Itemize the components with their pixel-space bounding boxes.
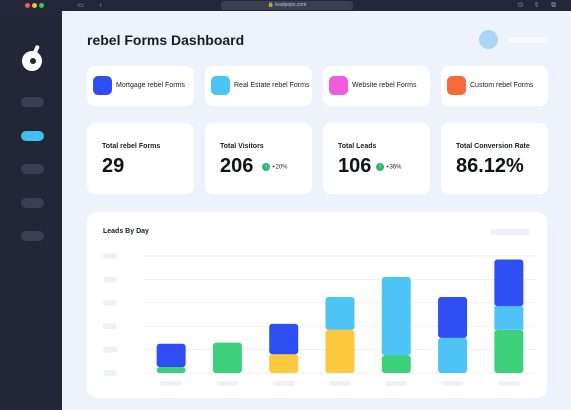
avatar[interactable] [479, 30, 498, 49]
bar-segment-day7-series4[interactable] [494, 259, 524, 307]
download-icon[interactable]: ⊙ [517, 2, 524, 9]
sidebar-item-4[interactable] [21, 198, 44, 208]
chart-plot [103, 253, 537, 386]
bar-segment-day5-series3[interactable] [381, 277, 411, 356]
chart-title: Leads By Day [103, 228, 149, 235]
arrow-up-icon: ↑ [262, 163, 270, 171]
form-type-label: Custom rebel Forms [470, 82, 534, 89]
stat-value: 86.12% [456, 155, 524, 177]
x-tick-label-7 [497, 381, 520, 386]
bar-segment-day7-series3[interactable] [494, 306, 524, 330]
address-bar[interactable]: 🔒 leadpops.com [221, 1, 353, 10]
delta-badge: ↑ +20% [262, 163, 288, 171]
address-text: leadpops.com [275, 2, 307, 8]
bar-segment-day4-series2[interactable] [325, 329, 355, 373]
x-tick-label-5 [385, 381, 408, 386]
bar-segment-day4-series3[interactable] [325, 296, 355, 330]
stat-value: 106 [338, 155, 372, 177]
brand-logo-icon[interactable] [22, 44, 42, 71]
delta-text: +36% [386, 164, 402, 171]
x-tick-label-2 [216, 381, 239, 386]
form-type-label: Website rebel Forms [352, 82, 417, 89]
bar-segment-day5-series1[interactable] [381, 355, 411, 373]
x-tick-label-4 [329, 381, 351, 386]
sidebar-item-3[interactable] [21, 164, 44, 174]
real-estate-form-icon [211, 76, 230, 95]
leads-by-day-chart: Leads By Day [87, 212, 547, 398]
mortgage-form-icon [93, 76, 112, 95]
form-type-label: Real Estate rebel Forms [234, 82, 310, 89]
stat-value: 29 [102, 155, 125, 177]
close-window-icon[interactable] [25, 3, 30, 8]
new-tab-icon[interactable]: ⧉ [551, 2, 556, 9]
y-tick-label-1 [103, 346, 117, 353]
form-type-card-mortgage[interactable]: Mortgage rebel Forms [87, 66, 194, 106]
bar-segment-day6-series4[interactable] [438, 296, 468, 338]
bar-segment-day3-series2[interactable] [269, 354, 299, 373]
form-type-label: Mortgage rebel Forms [116, 82, 185, 89]
bar-segment-day6-series3[interactable] [438, 337, 468, 373]
bar-segment-day3-series4[interactable] [269, 323, 299, 355]
stat-card-total-forms: Total rebel Forms 29 [87, 123, 194, 194]
delta-badge: ↑ +36% [376, 163, 402, 171]
share-icon[interactable]: ⇪ [533, 2, 540, 9]
bar-segment-day1-series1[interactable] [156, 367, 186, 373]
x-tick-label-6 [441, 381, 464, 386]
form-type-card-real-estate[interactable]: Real Estate rebel Forms [205, 66, 312, 106]
y-tick-label-3 [103, 299, 117, 306]
form-type-card-website[interactable]: Website rebel Forms [323, 66, 430, 106]
stat-card-conversion-rate: Total Conversion Rate 86.12% [441, 123, 548, 194]
x-tick-label-3 [272, 381, 295, 386]
delta-text: +20% [272, 164, 288, 171]
bar-segment-day1-series4[interactable] [156, 343, 186, 368]
maximize-window-icon[interactable] [39, 3, 44, 8]
user-name-placeholder[interactable] [508, 37, 548, 43]
bar-segment-day2-series1[interactable] [212, 342, 242, 373]
stat-label: Total rebel Forms [102, 143, 161, 150]
x-tick-label-1 [160, 381, 183, 386]
stat-card-total-visitors: Total Visitors 206 ↑ +20% [205, 123, 312, 194]
sidebar-item-2[interactable] [21, 131, 44, 141]
sidebar-toggle-icon[interactable]: ▭ [77, 2, 84, 9]
page-title: rebel Forms Dashboard [87, 32, 245, 48]
back-arrow-icon[interactable]: ‹ [99, 2, 102, 9]
arrow-up-icon: ↑ [376, 163, 384, 171]
sidebar-item-5[interactable] [21, 231, 44, 241]
stat-label: Total Conversion Rate [456, 143, 530, 150]
form-type-card-custom[interactable]: Custom rebel Forms [441, 66, 548, 106]
custom-form-icon [447, 76, 466, 95]
y-tick-label-5 [103, 253, 117, 259]
main-content: rebel Forms Dashboard Mortgage rebel For… [62, 11, 571, 410]
y-tick-label-2 [103, 323, 117, 330]
y-tick-label-4 [103, 276, 117, 283]
y-tick-label-0 [103, 370, 117, 376]
minimize-window-icon[interactable] [32, 3, 37, 8]
bar-segment-day7-series1[interactable] [494, 329, 524, 373]
stat-value: 206 [220, 155, 254, 177]
browser-toolbar: ▭ ‹ 🔒 leadpops.com ⊙ ⇪ ⧉ [0, 0, 571, 11]
date-range-filter[interactable] [490, 229, 530, 235]
lock-icon: 🔒 [267, 2, 274, 8]
sidebar [0, 11, 62, 410]
sidebar-item-1[interactable] [21, 97, 44, 107]
stat-label: Total Visitors [220, 143, 264, 150]
website-form-icon [329, 76, 348, 95]
stat-card-total-leads: Total Leads 106 ↑ +36% [323, 123, 430, 194]
stat-label: Total Leads [338, 143, 377, 150]
